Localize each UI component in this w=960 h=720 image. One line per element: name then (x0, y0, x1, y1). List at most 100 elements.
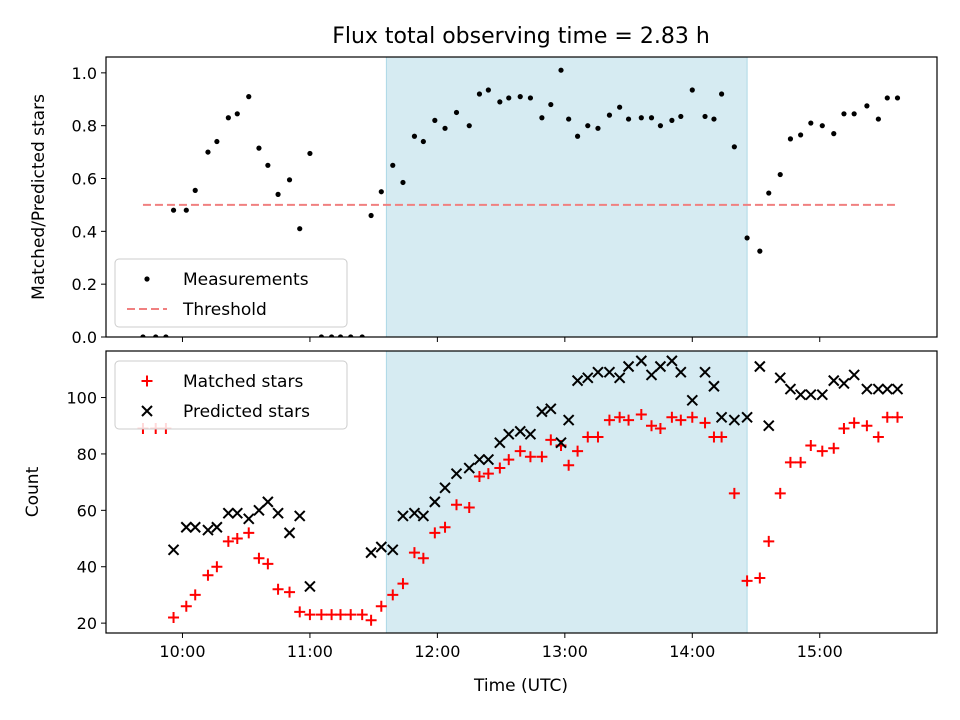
data-point (189, 589, 201, 601)
data-point (711, 116, 717, 122)
data-point (429, 496, 441, 508)
data-point (167, 544, 180, 556)
data-point (774, 372, 786, 384)
legend: Measurements Threshold (114, 258, 348, 328)
data-point (774, 487, 786, 499)
data-point (539, 115, 545, 121)
data-point (275, 191, 281, 197)
y-tick-label: 80 (77, 445, 97, 464)
data-point (417, 552, 429, 564)
data-point (545, 403, 557, 415)
data-point (603, 366, 616, 378)
data-point (243, 513, 255, 525)
data-point (558, 67, 564, 73)
data-point (728, 487, 740, 499)
data-point (494, 436, 506, 449)
data-point (514, 425, 526, 438)
data-point (234, 111, 240, 117)
y-axis-label: Count (23, 466, 43, 517)
data-point (140, 334, 146, 337)
data-point (494, 462, 506, 474)
series-group (140, 67, 901, 337)
data-point (795, 456, 807, 468)
data-point (476, 91, 483, 97)
data-point (686, 394, 698, 407)
data-point (861, 420, 873, 432)
data-point (304, 609, 316, 621)
data-point (841, 111, 847, 117)
data-point (635, 355, 648, 367)
data-point (638, 115, 644, 121)
data-point (442, 125, 448, 131)
data-point (828, 374, 840, 387)
data-point (784, 456, 796, 468)
data-point (231, 533, 243, 545)
data-point (192, 187, 198, 193)
data-point (654, 360, 667, 373)
data-point (286, 177, 293, 183)
data-point (686, 411, 698, 423)
data-point (390, 162, 396, 168)
data-point (429, 527, 441, 539)
data-point (506, 95, 512, 101)
x-tick-label: 13:00 (542, 642, 588, 661)
data-point (408, 547, 420, 559)
data-point (828, 442, 840, 454)
data-point (211, 521, 223, 533)
data-point (757, 248, 763, 254)
legend-label: Matched stars (183, 372, 303, 392)
data-point (585, 123, 591, 129)
data-point (715, 411, 728, 423)
data-point (654, 423, 666, 435)
data-point (473, 453, 486, 466)
data-point (635, 408, 647, 420)
data-point (262, 496, 274, 508)
data-point (337, 334, 344, 337)
data-point (463, 502, 475, 514)
data-point (365, 546, 377, 559)
data-point (884, 95, 890, 101)
data-point (450, 467, 463, 480)
data-point (623, 414, 635, 426)
data-point (318, 334, 324, 337)
data-point (763, 420, 775, 432)
data-point (699, 366, 711, 378)
data-point (881, 411, 893, 423)
legend-swatch (141, 405, 153, 417)
data-point (231, 507, 243, 519)
data-point (375, 541, 388, 553)
data-point (222, 535, 234, 547)
data-point (708, 380, 720, 392)
data-point (572, 445, 584, 457)
x-tick-label: 14:00 (669, 642, 715, 661)
data-point (420, 138, 426, 145)
data-point (485, 87, 491, 93)
data-point (728, 414, 741, 426)
data-point (408, 507, 421, 519)
data-point (763, 535, 775, 547)
data-point (482, 453, 495, 466)
data-point (562, 414, 575, 426)
data-point (411, 133, 418, 139)
data-point (875, 116, 881, 122)
data-point (741, 411, 753, 423)
y-tick-label: 100 (66, 389, 97, 408)
data-point (741, 575, 753, 587)
data-point (819, 123, 825, 129)
data-point (397, 578, 409, 590)
data-point (675, 414, 687, 426)
data-point (214, 138, 220, 145)
data-point (816, 445, 828, 457)
data-point (417, 510, 430, 522)
data-point (838, 423, 850, 435)
data-point (891, 383, 904, 395)
data-point (848, 369, 860, 381)
data-point (592, 366, 604, 378)
data-point (284, 586, 296, 598)
data-point (432, 117, 438, 123)
data-point (283, 527, 296, 539)
data-point (387, 589, 399, 601)
data-point (527, 95, 534, 101)
data-point (646, 420, 658, 432)
